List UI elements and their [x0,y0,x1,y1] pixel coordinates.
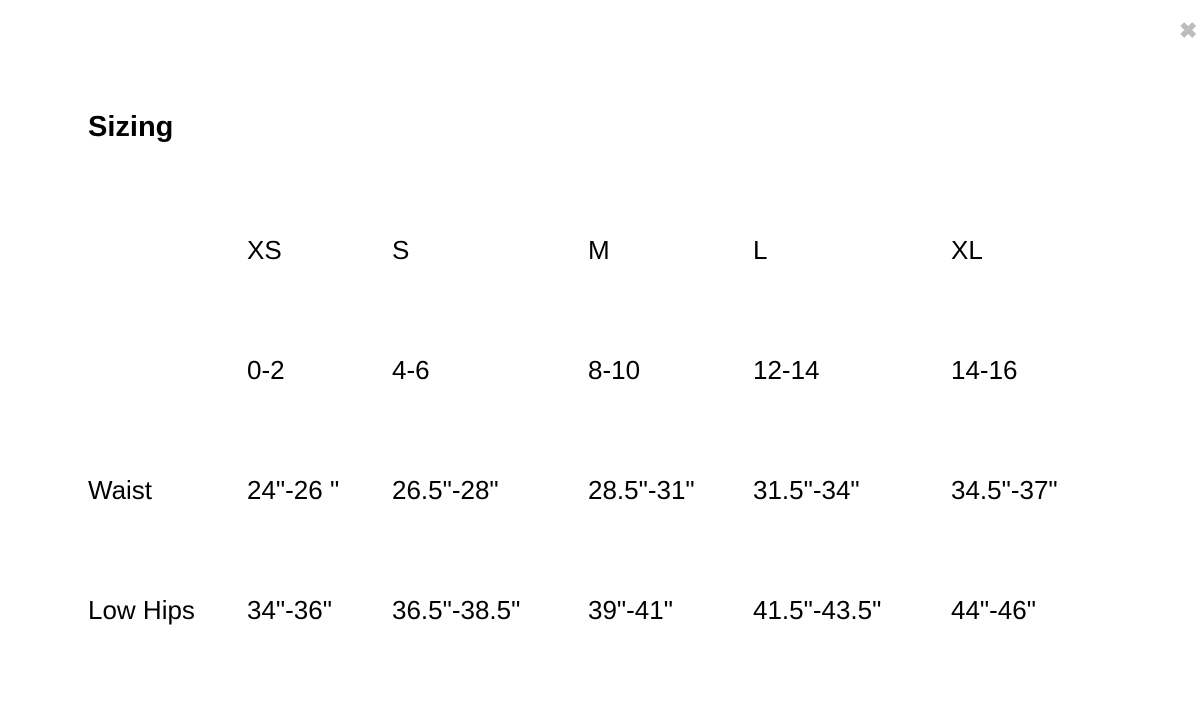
table-cell: 24"-26 " [247,475,340,505]
table-cell: 28.5"-31" [588,475,695,505]
table-cell: 41.5"-43.5" [753,595,882,625]
table-cell: 34"-36" [247,595,332,625]
table-cell: 31.5"-34" [753,475,860,505]
size-header: XL [951,235,983,265]
table-cell: 4-6 [392,355,430,385]
size-header: M [588,235,610,265]
table-cell: 14-16 [951,355,1018,385]
table-cell: 36.5"-38.5" [392,595,521,625]
table-cell: 39"-41" [588,595,673,625]
table-cell: 0-2 [247,355,285,385]
table-cell: 44"-46" [951,595,1036,625]
page-title: Sizing [88,111,174,143]
row-label: Waist [88,475,153,505]
row-label: Low Hips [88,595,195,625]
table-cell: 34.5"-37" [951,475,1058,505]
size-header: L [753,235,768,265]
close-icon[interactable]: ✖ [1179,18,1198,43]
table-cell: 8-10 [588,355,641,385]
size-header: S [392,235,410,265]
table-cell: 26.5"-28" [392,475,499,505]
table-cell: 12-14 [753,355,820,385]
size-header: XS [247,235,282,265]
